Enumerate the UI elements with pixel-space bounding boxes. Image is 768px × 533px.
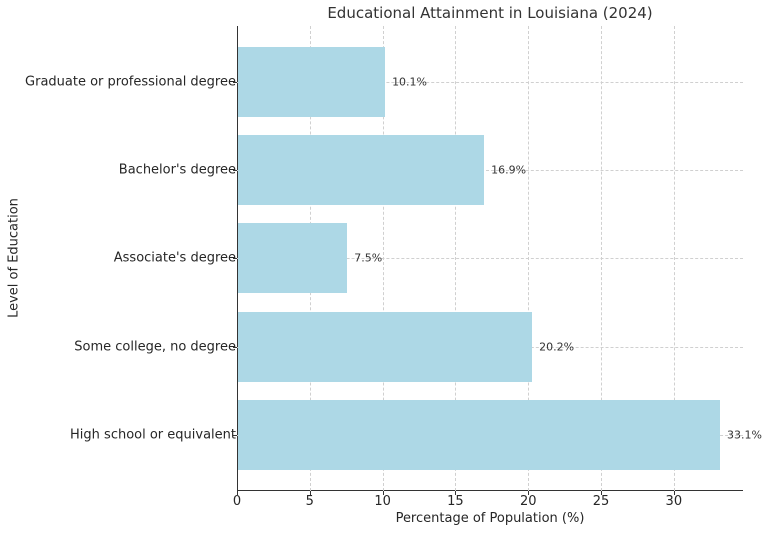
x-tick-label: 0 <box>232 494 242 509</box>
grid-line-horizontal <box>237 258 743 260</box>
y-tick-label: High school or equivalent <box>70 427 236 443</box>
x-tick-mark <box>673 491 675 495</box>
x-axis-label: Percentage of Population (%) <box>395 511 585 526</box>
bar-value-label: 20.2% <box>539 340 575 354</box>
y-axis-label: Level of Education <box>6 198 22 318</box>
bar <box>238 311 533 382</box>
bar <box>238 223 348 294</box>
x-tick-mark <box>528 491 530 495</box>
x-tick-label: 5 <box>305 494 314 509</box>
y-tick-label: Some college, no degree <box>74 339 236 355</box>
bar-value-label: 10.1% <box>392 75 428 89</box>
grid-line-horizontal <box>237 170 743 172</box>
y-tick-mark <box>233 81 237 83</box>
x-tick-mark <box>382 491 384 495</box>
bar <box>238 46 386 117</box>
bar <box>238 400 720 470</box>
bar-value-label: 7.5% <box>354 251 383 265</box>
plot-area: 33.1% 20.2% 7.5% 16.9% 10.1% <box>233 26 762 495</box>
x-tick-label: 10 <box>374 494 391 509</box>
x-tick-label: 25 <box>592 494 610 509</box>
y-tick-label: Bachelor's degree <box>118 162 236 178</box>
x-axis-line <box>237 490 743 491</box>
y-tick-mark <box>233 435 237 436</box>
y-tick-label: Graduate or professional degree <box>25 74 236 90</box>
bar-value-label: 16.9% <box>491 163 527 177</box>
y-tick-mark <box>233 170 237 172</box>
x-tick-mark <box>455 491 457 495</box>
bar <box>238 135 485 206</box>
y-tick-mark <box>233 258 237 260</box>
x-tick-label: 20 <box>519 494 537 509</box>
x-tick-mark <box>309 491 311 495</box>
chart-title: Educational Attainment in Louisiana (202… <box>327 4 653 22</box>
x-tick-mark <box>237 491 238 495</box>
bar-value-label: 33.1% <box>726 428 762 442</box>
grid-line-horizontal <box>237 81 743 83</box>
y-tick-mark <box>233 346 237 348</box>
x-tick-label: 15 <box>447 494 464 509</box>
x-tick-label: 30 <box>665 494 683 509</box>
y-tick-label: Associate's degree <box>113 250 236 266</box>
x-tick-mark <box>601 491 603 495</box>
